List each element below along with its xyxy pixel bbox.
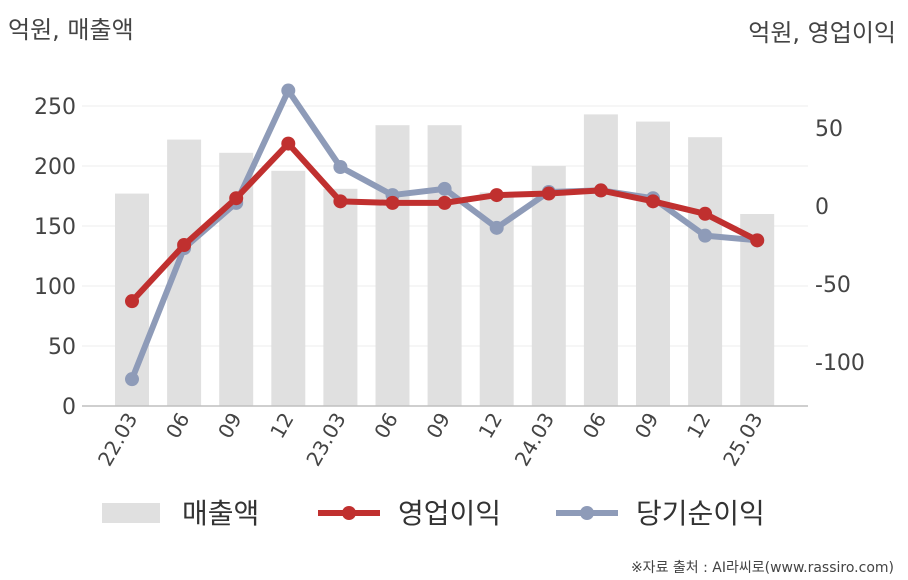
series-1-point-12 [750, 233, 765, 248]
right-tick-1: -50 [815, 273, 851, 298]
x-tick-4: 23.03 [301, 409, 350, 471]
x-axis-ticks: 22.03 06 09 12 23.03 06 09 12 24.03 06 09 12 25.03 [93, 409, 768, 471]
legend-entry-2: 당기순이익 [556, 497, 765, 530]
series-2-point-7 [489, 220, 504, 235]
legend-label-1: 영업이익 [398, 497, 501, 530]
series-2-point-0 [125, 372, 139, 387]
x-tick-12: 25.03 [718, 409, 767, 471]
series-1-point-5 [385, 195, 400, 210]
revenue-bar-6 [427, 125, 462, 406]
series-1 [125, 136, 765, 309]
revenue-bar-11 [688, 137, 723, 406]
legend: 매출액 영업이익 당기순이익 [102, 497, 765, 530]
legend-entry-1: 영업이익 [318, 497, 501, 530]
revenue-bars [115, 114, 775, 407]
x-tick-11: 12 [682, 409, 716, 443]
x-tick-8: 24.03 [510, 409, 559, 471]
series-1-point-4 [333, 194, 348, 209]
left-tick-0: 0 [62, 395, 76, 420]
series-1-point-3 [281, 136, 296, 151]
right-tick-0: -100 [815, 351, 865, 376]
x-tick-5: 06 [369, 409, 403, 443]
right-axis-ticks: -100 -50 0 50 [815, 117, 865, 376]
revenue-bar-2 [219, 152, 254, 406]
legend-label-2: 당기순이익 [636, 497, 765, 530]
revenue-bar-9 [583, 114, 618, 407]
left-tick-4: 200 [34, 155, 76, 180]
left-tick-5: 250 [34, 95, 76, 120]
revenue-bar-4 [323, 188, 358, 406]
series-1-point-10 [646, 194, 660, 209]
series-1-point-6 [437, 195, 452, 210]
x-tick-10: 09 [630, 409, 664, 443]
left-tick-3: 150 [34, 215, 76, 240]
right-axis-unit-label: 억원, 영업이익 [748, 19, 896, 47]
series-2-point-4 [333, 160, 348, 174]
source-note: ※자료 출처 : AI라씨로(www.rassiro.com) [631, 560, 894, 576]
revenue-bar-8 [531, 166, 566, 406]
revenue-bar-3 [271, 170, 306, 406]
legend-swatch-marker-2 [580, 506, 594, 520]
series-1-point-11 [698, 206, 713, 221]
series-2-point-6 [437, 181, 452, 196]
x-tick-0: 22.03 [93, 409, 142, 471]
series-1-point-0 [125, 294, 139, 309]
line-series [125, 83, 765, 387]
left-axis-unit-label: 억원, 매출액 [8, 16, 134, 44]
series-1-point-8 [541, 186, 556, 201]
legend-swatch-marker-1 [342, 506, 356, 520]
x-tick-9: 06 [578, 409, 612, 443]
left-axis-ticks: 0 50 100 150 200 250 [34, 95, 76, 420]
x-tick-7: 12 [474, 409, 508, 443]
series-2-point-11 [698, 228, 713, 243]
series-1-point-2 [229, 191, 244, 206]
revenue-bar-5 [375, 125, 410, 406]
series-2-point-3 [281, 83, 296, 98]
series-1-point-9 [593, 183, 608, 198]
left-tick-2: 100 [34, 275, 76, 300]
x-tick-6: 09 [421, 409, 455, 443]
right-tick-2: 0 [815, 195, 829, 220]
series-1-point-7 [489, 188, 504, 203]
right-tick-3: 50 [815, 117, 843, 142]
series-1-point-1 [177, 238, 192, 252]
legend-swatch-0 [102, 503, 160, 523]
left-tick-1: 50 [48, 335, 76, 360]
legend-label-0: 매출액 [182, 497, 259, 530]
x-tick-2: 09 [213, 409, 247, 443]
legend-entry-0: 매출액 [102, 497, 259, 530]
x-tick-3: 12 [265, 409, 299, 443]
revenue-bar-10 [636, 121, 670, 406]
x-tick-1: 06 [161, 409, 195, 443]
